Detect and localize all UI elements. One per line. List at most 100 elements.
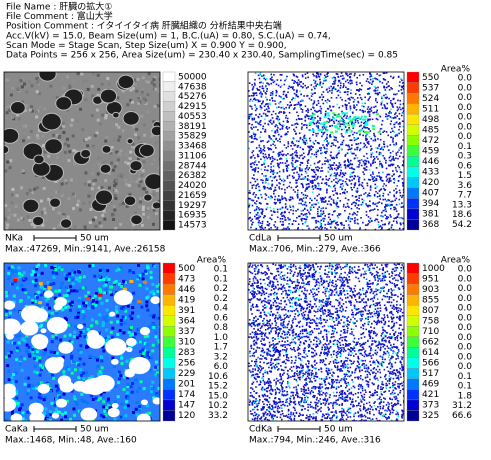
texture [379, 198, 381, 200]
texture [344, 160, 346, 162]
scale-label: 446 [178, 285, 195, 295]
texture [264, 147, 266, 149]
texture [252, 194, 254, 196]
texture [345, 197, 347, 199]
texture [382, 155, 384, 157]
texture [384, 210, 386, 212]
texture [94, 295, 97, 298]
texture [305, 138, 307, 140]
texture [105, 114, 108, 117]
texture [371, 220, 373, 222]
texture [345, 220, 347, 222]
texture [265, 329, 267, 331]
texture [390, 201, 392, 203]
texture [11, 269, 14, 272]
texture [350, 392, 352, 394]
texture [324, 148, 326, 150]
scale-label: 120 [178, 411, 195, 421]
texture [276, 129, 278, 131]
texture [124, 406, 127, 409]
texture [102, 405, 105, 408]
color-band [407, 146, 419, 157]
texture [145, 287, 148, 290]
texture [86, 144, 89, 147]
texture [9, 312, 12, 315]
texture [122, 316, 125, 319]
texture [375, 98, 377, 100]
texture [334, 137, 336, 139]
texture [262, 227, 264, 229]
texture [326, 192, 328, 194]
texture [273, 166, 275, 168]
texture [300, 277, 302, 279]
texture [364, 169, 366, 171]
texture [384, 296, 386, 298]
texture [336, 116, 339, 118]
texture [40, 200, 43, 203]
texture [157, 374, 160, 377]
texture [349, 99, 351, 101]
texture [269, 197, 271, 199]
texture [9, 213, 12, 216]
texture [349, 121, 352, 123]
texture [341, 135, 343, 137]
texture [398, 90, 400, 92]
area-value: 0.0 [458, 74, 473, 84]
texture [102, 395, 105, 398]
texture [56, 156, 59, 159]
texture [43, 352, 46, 355]
texture [61, 413, 64, 416]
texture [285, 228, 287, 230]
texture [333, 194, 335, 196]
texture [357, 223, 359, 225]
texture [337, 178, 339, 180]
texture [310, 109, 312, 111]
texture [153, 159, 156, 162]
texture [324, 218, 326, 220]
texture [139, 340, 142, 343]
texture [379, 161, 381, 163]
texture [341, 148, 343, 150]
texture [262, 85, 264, 87]
texture [286, 160, 288, 162]
texture [301, 282, 303, 284]
texture [266, 203, 268, 205]
texture [296, 111, 298, 113]
texture [304, 124, 306, 126]
texture [376, 294, 378, 296]
texture [352, 134, 354, 136]
texture [385, 162, 387, 164]
texture [13, 214, 16, 217]
scale-label: 38191 [178, 122, 207, 132]
texture [91, 187, 94, 190]
texture [104, 288, 107, 291]
texture [267, 106, 269, 108]
texture [305, 171, 307, 173]
texture [333, 286, 335, 288]
texture [287, 128, 289, 130]
texture [397, 100, 399, 102]
texture [291, 99, 293, 101]
texture [265, 154, 267, 156]
texture [84, 335, 87, 338]
texture [137, 136, 140, 139]
area-value: 6.0 [214, 362, 229, 372]
texture [280, 324, 282, 326]
texture [388, 180, 390, 182]
texture [390, 116, 392, 118]
texture [367, 185, 369, 187]
texture [66, 75, 69, 78]
texture [353, 171, 355, 173]
texture [333, 199, 335, 201]
texture [378, 398, 380, 400]
texture [76, 290, 79, 293]
texture [354, 99, 356, 101]
texture [64, 335, 67, 338]
texture [329, 213, 331, 215]
texture [262, 401, 264, 403]
area-value: 7.7 [458, 191, 472, 201]
texture [129, 157, 132, 160]
texture [391, 399, 393, 401]
texture [372, 203, 374, 205]
texture [337, 123, 340, 125]
